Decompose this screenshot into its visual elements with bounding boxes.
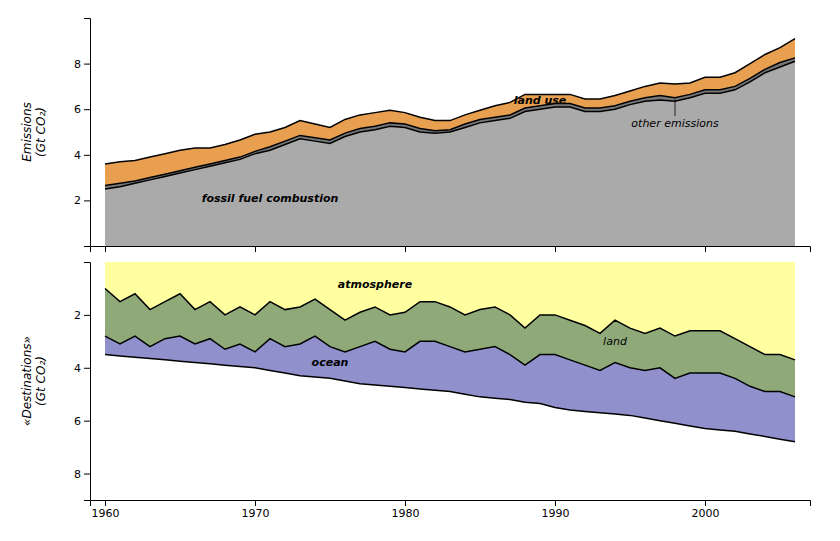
axis-line [91,501,811,507]
axis-line [84,19,91,247]
tick-mark [84,474,90,475]
tick: 4 [74,362,90,375]
tick: 2 [74,194,90,207]
tick-mark [705,246,706,252]
chart-svg: 2468Emissions(Gt CO₂)fossil fuel combust… [0,0,840,541]
tick-label: 2 [74,309,81,322]
band-labels: fossil fuel combustion other emissions lan… [202,94,719,205]
boundary-line [105,288,795,359]
tick-label: 6 [74,415,81,428]
tick-mark [84,368,90,369]
boundary-line [105,61,795,189]
tick: 1970 [242,500,270,520]
tick-label: 6 [74,103,81,116]
tick-mark [705,500,706,506]
boundary-line [105,58,795,186]
tick: 2 [74,309,90,322]
tick-label: 4 [74,362,81,375]
tick: 1980 [392,500,420,520]
axis-line [91,247,811,253]
area-band [105,336,795,442]
tick-mark [555,500,556,506]
tick-mark [555,246,556,252]
tick-mark [84,109,90,110]
boundary-line [105,39,795,164]
tick-label: 2000 [692,507,720,520]
label-leader [675,100,676,117]
band-label: land [603,335,628,348]
x-axis: 1960 1970 1980 1990 2000 [91,500,811,520]
tick-mark [84,200,90,201]
y-axis-label: Emissions(Gt CO₂) [20,102,48,162]
y-axis-label: «Destinations»(Gt CO₂) [20,336,48,426]
tick [105,246,106,252]
band-labels: atmosphere land ocean [312,278,628,369]
band-label: other emissions [631,117,719,130]
plot-area [105,39,795,246]
tick-mark [84,64,90,65]
tick: 8 [74,468,90,481]
tick-mark [255,246,256,252]
panel: 2 4 6 8 Emissions(Gt CO₂) fossil fuel combust… [20,19,811,253]
chart-container: 2468Emissions(Gt CO₂)fossil fuel combust… [0,0,840,541]
tick-label: 2 [74,194,81,207]
tick-label: 1980 [392,507,420,520]
tick-mark [405,246,406,252]
tick-label: 1960 [92,507,120,520]
tick: 2000 [692,500,720,520]
band-label: ocean [312,356,349,369]
axis-line [84,263,91,501]
band-label: land use [514,94,567,107]
tick [255,246,256,252]
tick [555,246,556,252]
plot-area [105,262,795,442]
band-label: fossil fuel combustion [202,192,339,205]
tick: 8 [74,58,90,71]
tick-mark [405,500,406,506]
y-axis-label-line: Emissions [20,102,34,162]
y-axis-label-line: «Destinations» [20,336,34,426]
tick-label: 4 [74,149,81,162]
tick-mark [255,500,256,506]
tick: 1990 [542,500,570,520]
tick-mark [84,155,90,156]
tick-label: 8 [74,58,81,71]
y-axis-label-line: (Gt CO₂) [34,107,48,157]
area-band [105,39,795,186]
tick-label: 1970 [242,507,270,520]
tick-label: 1990 [542,507,570,520]
tick: 1960 [92,500,120,520]
panel: 1960 1970 1980 1990 2000 2 4 6 8 «Destinations»(G… [20,262,811,520]
tick [405,246,406,252]
x-axis [91,246,811,252]
tick-mark [105,500,106,506]
tick: 4 [74,149,90,162]
tick: 6 [74,415,90,428]
y-axis-label-line: (Gt CO₂) [34,356,48,406]
tick: 6 [74,103,90,116]
tick-mark [84,315,90,316]
tick-label: 8 [74,468,81,481]
band-label: atmosphere [338,278,413,291]
boundary-line [105,336,795,397]
y-axis: 2 4 6 8 [74,263,91,501]
boundary-line [105,355,795,442]
tick-mark [84,421,90,422]
tick-mark [105,246,106,252]
y-axis: 2 4 6 8 [74,19,91,247]
tick [705,246,706,252]
